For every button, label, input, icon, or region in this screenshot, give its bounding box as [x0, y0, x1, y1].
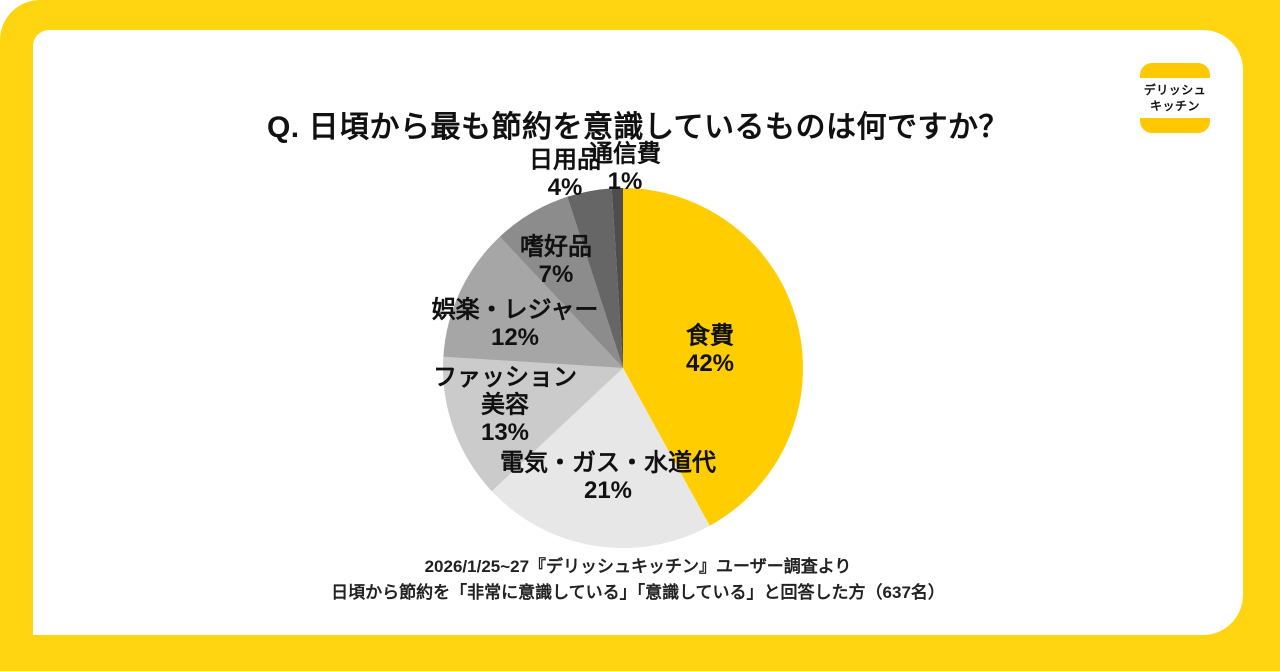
pie-slice-2: [443, 356, 623, 492]
logo-text-line2: キッチン: [1149, 98, 1200, 113]
pie-slice-0: [623, 188, 804, 526]
logo-top-bar: [1140, 63, 1210, 78]
pie-slice-label-1: 電気・ガス・水道代 21%: [500, 449, 716, 505]
survey-footnote-line1: 2026/1/25~27『デリッシュキッチン』ユーザー調査より: [424, 557, 852, 576]
pie-slice-label-4: 嗜好品 7%: [520, 234, 592, 289]
pie-slice-label-3: 娯楽・レジャー 12%: [432, 296, 599, 352]
pie-slice-label-0: 食費 42%: [686, 322, 734, 378]
pie-slice-5: [567, 188, 623, 368]
pie-slice-1: [491, 368, 710, 549]
pie-slice-label-2: ファッション美容 13%: [433, 364, 577, 446]
survey-footnote: 2026/1/25~27『デリッシュキッチン』ユーザー調査より 日頃から節約を「…: [33, 554, 1243, 606]
question-title: Q. 日頃から最も節約を意識しているものは何ですか？: [266, 111, 1010, 144]
pie-slice-3: [443, 236, 623, 368]
logo-bottom-bar: [1140, 118, 1210, 133]
delish-kitchen-logo: デリッシュ キッチン: [1140, 63, 1210, 133]
logo-text-line1: デリッシュ: [1143, 82, 1207, 97]
infographic-card: Q. 日頃から最も節約を意識しているものは何ですか？ デリッシュ キッチン 食費…: [33, 30, 1243, 635]
logo-text: デリッシュ キッチン: [1140, 78, 1210, 118]
pie-chart: 食費 42% 電気・ガス・水道代 21%ファッション美容 13% 娯楽・レジャー 12% 嗜好…: [432, 140, 804, 549]
survey-footnote-line2: 日頃から節約を「非常に意識している」「意識している」と回答した方（637名）: [331, 583, 945, 602]
pie-slice-6: [611, 188, 623, 368]
pie-slice-4: [499, 196, 623, 368]
pie-slice-label-5: 日用品 4%: [529, 147, 601, 202]
pie-slice-label-6: 通信費 1%: [589, 140, 661, 196]
